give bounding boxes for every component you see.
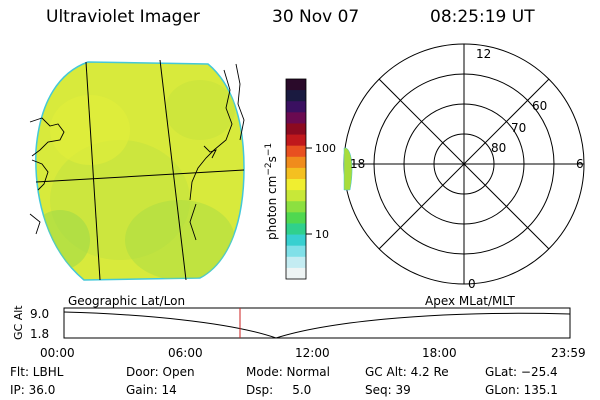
time-tick-0600: 06:00 (168, 346, 203, 360)
time-label: 08:25:19 UT (430, 7, 535, 27)
footer-ip: IP: 36.0 (10, 383, 56, 397)
instrument-title: Ultraviolet Imager (46, 7, 200, 27)
colorbar-segment (286, 256, 306, 269)
lat-label-60: 60 (532, 99, 547, 113)
lat-lon-grid (35, 59, 245, 281)
colorbar-segment (286, 179, 306, 191)
mlt-label-12: 12 (476, 47, 491, 61)
colorbar-segment (286, 245, 306, 258)
colorbar-segment (286, 223, 306, 236)
colorbar-unit-label: photon cm−2s−1 (264, 143, 279, 240)
footer-glon: GLon: 135.1 (485, 383, 558, 397)
footer-gc-alt: GC Alt: 4.2 Re (365, 365, 449, 379)
footer-filter: Flt: LBHL (10, 365, 64, 379)
colorbar-tick-10: 10 (315, 228, 329, 241)
colorbar-segment (286, 234, 306, 247)
time-tick-1800: 18:00 (422, 346, 457, 360)
polar-emission-blob (343, 147, 353, 191)
footer-mode: Mode: Normal (246, 365, 330, 379)
colorbar-segment (286, 101, 306, 113)
colorbar-segment (286, 212, 306, 224)
colorbar-segment (286, 145, 306, 158)
time-tick-0000: 00:00 (40, 346, 75, 360)
colorbar-segment (286, 79, 306, 91)
date-label: 30 Nov 07 (272, 7, 360, 27)
colorbar-segment (286, 190, 306, 202)
colorbar-segment (286, 90, 306, 102)
coastlines (29, 63, 245, 241)
colorbar-segment (286, 167, 306, 180)
colorbar-segment (286, 134, 306, 147)
mlt-label-6: 6 (576, 157, 584, 171)
lat-label-80: 80 (491, 141, 506, 155)
mlt-label-0: 0 (468, 277, 476, 291)
colorbar-segment (286, 123, 306, 136)
lat-label-70: 70 (511, 121, 526, 135)
altitude-curve (63, 311, 571, 339)
altitude-tick-9: 9.0 (30, 307, 49, 321)
colorbar-tick-100: 100 (315, 142, 336, 155)
geographic-panel-label: Geographic Lat/Lon (68, 294, 186, 308)
footer-dsp: Dsp: 5.0 (246, 383, 312, 397)
polar-panel-label: Apex MLat/MLT (425, 294, 515, 308)
colorbar-segment (286, 267, 306, 280)
mlt-label-18: 18 (350, 157, 365, 171)
time-tick-2359: 23:59 (551, 346, 586, 360)
footer-door: Door: Open (126, 365, 195, 379)
footer-seq: Seq: 39 (365, 383, 411, 397)
footer-glat: GLat: −25.4 (485, 365, 558, 379)
colorbar-segment (286, 201, 306, 213)
footer-gain: Gain: 14 (126, 383, 177, 397)
altitude-tick-1-8: 1.8 (30, 327, 49, 341)
time-tick-1200: 12:00 (295, 346, 330, 360)
altitude-ylabel: GC Alt (12, 305, 25, 340)
colorbar-segment (286, 156, 306, 169)
colorbar-segment (286, 112, 306, 124)
